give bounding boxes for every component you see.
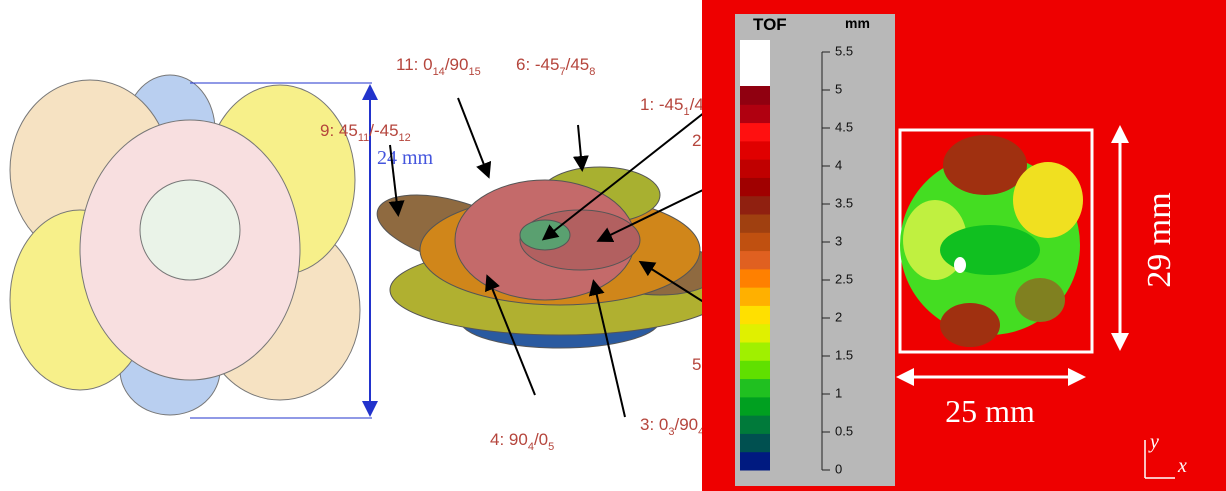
label-text: 1: -45 xyxy=(640,95,683,114)
subscript: 14 xyxy=(433,66,445,78)
tof-map xyxy=(900,135,1083,347)
label-text: 3: 0 xyxy=(640,415,668,434)
label-text: 9: 45 xyxy=(320,121,358,140)
colorbar-tick-label: 5.5 xyxy=(835,43,853,58)
ply-label: 4: 904/05 xyxy=(490,430,554,453)
subscript: 15 xyxy=(468,66,480,78)
colorbar-tick-label: 2 xyxy=(835,309,842,324)
ply-label: 11: 014/9015 xyxy=(396,55,481,78)
label-text: /90 xyxy=(445,55,469,74)
colorbar-band xyxy=(740,360,770,380)
label-text: /90 xyxy=(674,415,698,434)
colorbar-tick-label: 3.5 xyxy=(835,195,853,210)
colorbar-tick-label: 5 xyxy=(835,81,842,96)
ply-label: 3: 03/904 xyxy=(640,415,704,438)
colorbar-band xyxy=(740,232,770,252)
middle-ply-stack xyxy=(376,166,731,349)
colorbar-band xyxy=(740,451,770,471)
colorbar-tick-label: 4 xyxy=(835,157,842,172)
height-label: 29 mm xyxy=(1141,192,1178,287)
colorbar-band xyxy=(740,305,770,325)
colorbar-top xyxy=(740,40,770,86)
colorbar-band xyxy=(740,195,770,215)
colorbar-band xyxy=(740,378,770,398)
colorbar-band xyxy=(740,433,770,453)
colorbar-band xyxy=(740,342,770,361)
colorbar-band xyxy=(740,86,770,105)
colorbar-band xyxy=(740,159,770,178)
label-text: 6: -45 xyxy=(516,55,559,74)
subscript: 4 xyxy=(528,441,534,453)
label-text: 4: 90 xyxy=(490,430,528,449)
colorbar-title: TOF xyxy=(753,15,787,34)
axes-icon xyxy=(1144,440,1175,479)
colorbar-band xyxy=(740,214,770,233)
axis-x: x xyxy=(1177,455,1187,477)
ply-label: 9: 4511/-4512 xyxy=(320,121,411,144)
subscript: 8 xyxy=(589,66,595,78)
colorbar-band xyxy=(740,323,770,343)
label-text: /45 xyxy=(566,55,590,74)
subscript: 1 xyxy=(683,106,689,118)
colorbar-band xyxy=(740,250,770,270)
colorbar-band xyxy=(740,140,770,160)
colorbar-tick-label: 0 xyxy=(835,461,842,476)
colorbar-tick-label: 1.5 xyxy=(835,347,853,362)
ply-label: 6: -457/458 xyxy=(516,55,595,78)
axis-y: y xyxy=(1148,431,1159,453)
subscript: 3 xyxy=(668,426,674,438)
colorbar-unit: mm xyxy=(845,15,870,31)
colorbar-band xyxy=(740,122,770,142)
subscript: 12 xyxy=(399,132,411,144)
colorbar-tick-label: 1 xyxy=(835,385,842,400)
colorbar-band xyxy=(740,287,770,306)
subscript: 7 xyxy=(559,66,565,78)
subscript: 4 xyxy=(698,426,704,438)
colorbar-band xyxy=(740,268,770,288)
width-label: 25 mm xyxy=(945,393,1035,429)
left-ply-map xyxy=(9,74,361,416)
colorbar-tick-label: 0.5 xyxy=(835,423,853,438)
label-text: /0 xyxy=(534,430,548,449)
colorbar-band xyxy=(740,415,770,434)
colorbar-band xyxy=(740,104,770,124)
label-text: 11: 0 xyxy=(396,55,433,74)
subscript: 11 xyxy=(358,132,369,144)
dimension-label: 24 mm xyxy=(377,147,434,169)
subscript: 5 xyxy=(548,441,554,453)
colorbar-band xyxy=(740,177,770,197)
colorbar-tick-label: 2.5 xyxy=(835,271,853,286)
colorbar-band xyxy=(740,396,770,416)
colorbar-tick-label: 4.5 xyxy=(835,119,853,134)
label-text: /-45 xyxy=(369,121,398,140)
roi-box xyxy=(898,128,1094,354)
colorbar-tick-label: 3 xyxy=(835,233,842,248)
